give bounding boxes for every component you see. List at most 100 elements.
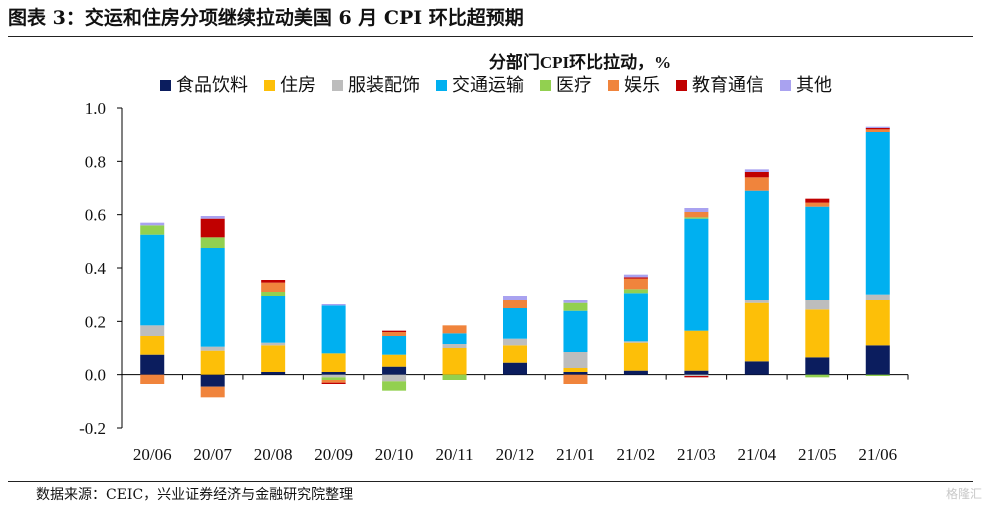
- stacked-bar-chart: 分部门CPI环比拉动，% 食品饮料 住房 服装配饰 交通运输 医疗 娱乐 教育通信 其他 -0…: [79, 52, 909, 464]
- bar-segment: [684, 376, 709, 378]
- y-tick-label: 0.0: [85, 366, 106, 385]
- bar-segment: [563, 374, 588, 384]
- bar-segment: [200, 374, 225, 387]
- bar-segment: [684, 212, 709, 218]
- bar-segment: [140, 354, 165, 375]
- legend-swatch: [436, 80, 447, 91]
- y-axis: -0.2 0.0 0.2 0.4 0.6 0.8 1.0: [79, 99, 123, 438]
- legend-swatch: [780, 80, 791, 91]
- top-rule: [8, 36, 973, 37]
- bar-segment: [744, 302, 769, 362]
- bar-segment: [865, 294, 890, 300]
- bar-segment: [261, 292, 286, 296]
- legend-swatch: [608, 80, 619, 91]
- source-note: 数据来源：CEIC，兴业证券经济与金融研究院整理: [36, 487, 354, 503]
- bar-segment: [140, 336, 165, 355]
- legend-label: 食品饮料: [176, 75, 248, 95]
- bar-segment: [744, 172, 769, 178]
- bar-segment: [623, 277, 648, 279]
- legend-label: 娱乐: [624, 75, 660, 95]
- bar-segment: [321, 374, 346, 378]
- bar-segment: [382, 330, 407, 332]
- bar-segment: [321, 377, 346, 380]
- bar-segment: [503, 338, 527, 346]
- bar-segment: [261, 345, 286, 372]
- x-tick-label: 20/08: [254, 445, 293, 464]
- bar-segment: [321, 304, 346, 306]
- legend-label: 其他: [796, 75, 832, 95]
- legend-label: 教育通信: [692, 75, 764, 95]
- bar-segment: [140, 234, 165, 326]
- bar-segment: [200, 386, 225, 398]
- bar-segment: [261, 280, 286, 283]
- bar-segment: [140, 325, 165, 336]
- bar-segment: [805, 309, 830, 358]
- y-tick-label: 0.6: [85, 206, 106, 225]
- watermark: 格隆汇: [945, 487, 982, 501]
- bar-segment: [805, 300, 830, 310]
- figure-title: 图表 3：交运和住房分项继续拉动美国 6 月 CPI 环比超预期: [8, 7, 524, 29]
- bar-segment: [321, 353, 346, 372]
- bar-segment: [623, 289, 648, 294]
- bar-segment: [865, 132, 890, 295]
- bar-segment: [744, 169, 769, 172]
- bar-segment: [744, 177, 769, 191]
- x-tick-label: 20/06: [133, 445, 172, 464]
- bar-segment: [200, 346, 225, 351]
- chart-title: 分部门CPI环比拉动，%: [489, 52, 671, 72]
- bar-segment: [805, 198, 830, 203]
- legend-swatch: [332, 80, 343, 91]
- legend-swatch: [676, 80, 687, 91]
- bar-segment: [805, 357, 830, 375]
- x-tick-label: 21/02: [617, 445, 656, 464]
- bar-segment: [623, 342, 648, 371]
- x-tick-label: 21/05: [798, 445, 837, 464]
- bar-segment: [684, 374, 709, 376]
- bar-segment: [382, 366, 407, 375]
- bar-segment: [503, 296, 527, 300]
- bar-segment: [563, 310, 588, 352]
- bar-segment: [442, 333, 467, 344]
- bar-segment: [200, 350, 225, 375]
- bar-segment: [503, 308, 527, 339]
- x-tick-label: 21/03: [677, 445, 716, 464]
- bar-segment: [442, 344, 467, 348]
- bar-segment: [200, 237, 225, 248]
- legend-swatch: [264, 80, 275, 91]
- bar-segment: [623, 278, 648, 290]
- y-tick-label: 0.4: [85, 259, 107, 278]
- bar-segment: [261, 296, 286, 343]
- y-tick-label: 0.8: [85, 152, 106, 171]
- bar-segment: [261, 372, 286, 375]
- y-tick-label: 0.2: [85, 312, 106, 331]
- legend-swatch: [160, 80, 171, 91]
- bar-segment: [865, 374, 890, 376]
- bar-segment: [623, 341, 648, 343]
- x-tick-label: 20/12: [496, 445, 535, 464]
- legend-label: 医疗: [556, 75, 592, 95]
- bar-segment: [805, 202, 830, 207]
- legend-label: 服装配饰: [348, 75, 420, 95]
- bar-segment: [140, 222, 165, 226]
- bar-segment: [684, 217, 709, 219]
- bar-segment: [442, 325, 467, 334]
- bar-segment: [200, 248, 225, 347]
- x-axis: 20/06 20/07 20/08 20/09 20/10 20/11 20/12 21/01…: [121, 374, 909, 464]
- bar-segment: [563, 368, 588, 372]
- legend-swatch: [540, 80, 551, 91]
- bar-segment: [200, 216, 225, 219]
- bar-segment: [503, 300, 527, 308]
- bar-segment: [865, 126, 890, 128]
- bar-segment: [442, 348, 467, 375]
- x-tick-label: 21/06: [858, 445, 897, 464]
- bar-segment: [503, 345, 527, 363]
- bar-segment: [805, 206, 830, 300]
- bar-segment: [865, 128, 890, 130]
- x-tick-label: 21/01: [556, 445, 595, 464]
- bar-segment: [321, 380, 346, 383]
- bars: [140, 126, 890, 398]
- bar-segment: [140, 225, 165, 235]
- bar-segment: [684, 208, 709, 212]
- y-tick-label: -0.2: [79, 419, 106, 438]
- legend: 食品饮料 住房 服装配饰 交通运输 医疗 娱乐 教育通信 其他: [160, 75, 832, 95]
